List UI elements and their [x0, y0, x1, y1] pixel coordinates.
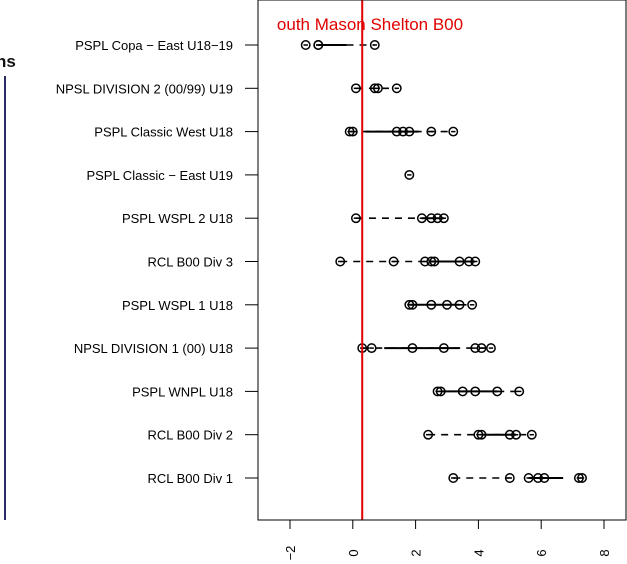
- side-panel-border: [0, 76, 6, 520]
- data-point: [539, 473, 550, 483]
- data-point: [391, 83, 402, 94]
- data-row: [335, 256, 481, 267]
- category-label: PSPL WSPL 2 U18: [122, 211, 233, 226]
- data-row: [404, 169, 415, 180]
- data-point: [523, 473, 534, 483]
- data-point: [429, 256, 440, 267]
- data-point: [470, 256, 481, 267]
- category-labels: PSPL Copa − East U18−19 NPSL DIVISION 2 (…: [56, 38, 233, 486]
- data-point: [514, 386, 525, 397]
- data-point: [467, 299, 478, 310]
- data-point: [426, 126, 437, 137]
- x-tick-label: 4: [471, 549, 486, 556]
- data-point: [372, 83, 383, 94]
- data-row: [448, 473, 587, 483]
- data-row: [357, 343, 496, 354]
- data-point: [404, 169, 415, 180]
- data-point: [407, 299, 418, 310]
- data-row: [300, 40, 380, 50]
- data-point: [300, 40, 311, 50]
- category-label: PSPL WNPL U18: [132, 384, 233, 399]
- category-label: PSPL Classic West U18: [94, 125, 233, 140]
- category-label: PSPL Classic − East U19: [86, 168, 233, 183]
- x-axis: −2 0 2 4 6 8: [283, 520, 612, 560]
- category-label: PSPL WSPL 1 U18: [122, 298, 233, 313]
- data-point: [438, 213, 449, 224]
- data-point: [476, 343, 487, 354]
- x-tick-label: 2: [409, 549, 424, 556]
- category-label: RCL B00 Div 2: [148, 428, 234, 443]
- plot-border: [257, 0, 627, 521]
- data-point: [426, 299, 437, 310]
- data-point: [423, 429, 434, 440]
- data-point: [454, 299, 465, 310]
- data-point: [347, 126, 358, 137]
- partial-heading: ns: [0, 52, 16, 71]
- data-row: [404, 299, 478, 310]
- data-point: [577, 473, 587, 483]
- data-point: [457, 386, 468, 397]
- data-row: [350, 83, 402, 94]
- category-label: NPSL DIVISION 1 (00) U18: [74, 341, 233, 356]
- data-point: [335, 256, 346, 267]
- category-label: RCL B00 Div 1: [148, 471, 234, 486]
- data-point: [435, 386, 446, 397]
- data-point: [313, 40, 324, 50]
- data-row: [423, 429, 537, 440]
- category-label: PSPL Copa − East U18−19: [75, 38, 233, 53]
- data-point: [476, 429, 487, 440]
- y-axis-ticks: [245, 44, 258, 479]
- data-point: [350, 83, 361, 94]
- data-point: [369, 40, 380, 50]
- data-point: [454, 256, 465, 267]
- data-row: [344, 126, 459, 137]
- data-point: [448, 126, 459, 137]
- x-tick-label: 0: [346, 549, 361, 556]
- chart-title: outh Mason Shelton B00: [277, 15, 463, 34]
- data-point: [407, 343, 418, 354]
- data-point: [492, 386, 503, 397]
- data-rows: [300, 40, 587, 483]
- data-point: [388, 256, 399, 267]
- category-label: RCL B00 Div 3: [148, 255, 234, 270]
- data-point: [526, 429, 537, 440]
- data-point: [350, 213, 361, 224]
- data-point: [366, 343, 377, 354]
- data-point: [442, 299, 452, 310]
- data-point: [486, 343, 496, 354]
- data-point: [470, 386, 481, 397]
- data-point: [404, 126, 415, 137]
- x-tick-label: 8: [597, 549, 612, 556]
- data-row: [432, 386, 525, 397]
- data-point: [448, 473, 459, 483]
- data-row: [350, 213, 449, 224]
- data-point: [511, 429, 522, 440]
- x-tick-label: −2: [283, 546, 298, 561]
- data-point: [438, 343, 449, 354]
- data-point: [416, 213, 427, 224]
- x-tick-label: 6: [534, 549, 549, 556]
- category-label: NPSL DIVISION 2 (00/99) U19: [56, 81, 233, 96]
- data-point: [504, 473, 515, 483]
